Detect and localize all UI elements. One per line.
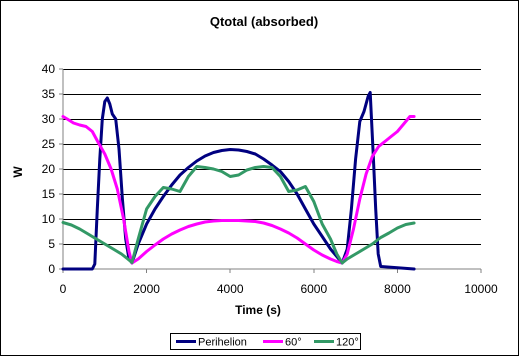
y-tick-label: 5	[48, 237, 55, 251]
y-tick-label: 0	[48, 262, 55, 276]
x-tick-label: 8000	[384, 282, 411, 296]
x-tick-label: 0	[60, 282, 67, 296]
legend-label-2: 120°	[336, 337, 359, 349]
y-tick-label: 10	[42, 212, 56, 226]
grid-lines	[63, 69, 481, 245]
x-tick-label: 10000	[464, 282, 498, 296]
x-tick-label: 4000	[217, 282, 244, 296]
y-axis-label: W	[11, 166, 25, 178]
x-axis-label: Time (s)	[235, 303, 281, 317]
y-tick-label: 25	[42, 137, 56, 151]
y-tick-label: 30	[42, 112, 56, 126]
y-tick-label: 40	[42, 62, 56, 76]
y-tick-label: 15	[42, 187, 56, 201]
y-tick-label: 20	[42, 162, 56, 176]
y-tick-label: 35	[42, 87, 56, 101]
y-tick-labels: 0 5 10 15 20 25 30 35 40	[42, 62, 56, 276]
series-line-2	[61, 165, 416, 265]
series-line-1	[61, 115, 416, 265]
chart-title: Qtotal (absorbed)	[210, 14, 318, 29]
x-tick-labels: 0 2000 4000 6000 8000 10000	[60, 282, 498, 296]
legend-label-1: 60°	[285, 337, 302, 349]
series-lines	[61, 91, 416, 271]
legend: Perihelion 60° 120°	[170, 333, 361, 350]
x-tick-label: 2000	[133, 282, 160, 296]
x-tick-label: 6000	[300, 282, 327, 296]
legend-label-0: Perihelion	[198, 337, 247, 349]
series-line-0	[61, 91, 416, 271]
